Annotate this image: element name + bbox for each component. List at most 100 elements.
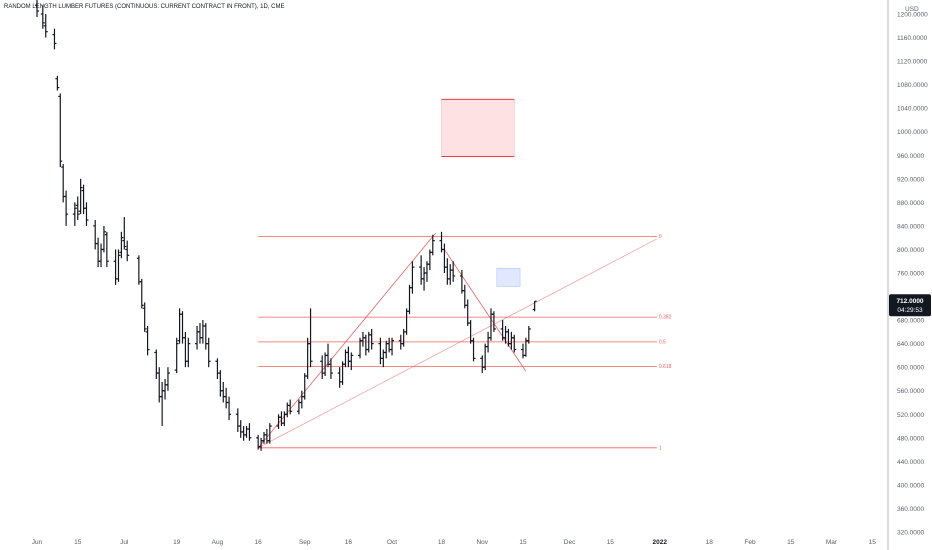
ohlc-bar: [227, 396, 232, 421]
y-tick-label: 320.0000: [897, 530, 924, 537]
price-unit-label: USD: [905, 6, 919, 13]
y-tick-label: 760.0000: [897, 271, 924, 278]
x-tick-label: Jul: [120, 539, 129, 546]
ohlc-bar: [267, 423, 272, 444]
ohlc-bar: [160, 381, 165, 427]
ohlc-bar: [442, 243, 447, 273]
y-tick-label: 1160.0000: [897, 35, 928, 42]
ohlc-bar: [465, 299, 470, 326]
ohlc-bars-layer: [35, 0, 537, 451]
ohlc-bar: [104, 231, 109, 268]
ohlc-bar: [488, 308, 493, 341]
ohlc-bar: [285, 402, 290, 418]
ohlc-bar: [503, 325, 508, 344]
x-tick-label: 16: [255, 539, 263, 546]
x-axis[interactable]: Jun 15 Jul 19 Aug 16 Sep 16 Oct 18 Nov 15 Dec 15 2022 1…: [32, 539, 876, 546]
x-tick-label: 15: [74, 539, 82, 546]
ohlc-bar: [451, 261, 456, 282]
ohlc-bar: [346, 346, 351, 368]
ohlc-bar: [363, 334, 368, 356]
x-tick-label: 18: [438, 539, 446, 546]
ohlc-bar: [480, 355, 485, 374]
ohlc-bar: [75, 196, 80, 221]
ohlc-bar: [43, 14, 48, 38]
trend-line[interactable]: [258, 238, 658, 449]
ohlc-bar: [407, 284, 412, 315]
ohlc-bar: [195, 325, 200, 350]
ohlc-bar: [360, 331, 365, 347]
y-tick-label: 560.0000: [897, 388, 924, 395]
ohlc-bar: [101, 225, 106, 253]
ohlc-bar: [512, 334, 517, 353]
red-zone[interactable]: [441, 99, 515, 157]
ohlc-bar: [142, 302, 147, 332]
y-tick-label: 1040.0000: [897, 106, 928, 113]
ohlc-bar: [221, 381, 226, 403]
x-tick-label: 15: [519, 539, 527, 546]
y-tick-label: 520.0000: [897, 412, 924, 419]
ohlc-bar: [337, 367, 342, 388]
x-tick-label: Feb: [744, 539, 756, 546]
ohlc-bar: [84, 202, 89, 226]
ohlc-bar: [93, 220, 98, 250]
ohlc-bar: [96, 237, 101, 268]
x-tick-label: 19: [173, 539, 181, 546]
y-tick-label: 960.0000: [897, 153, 924, 160]
x-tick-label: Aug: [212, 539, 224, 546]
ohlc-bar: [445, 258, 450, 285]
ohlc-bar: [81, 184, 86, 215]
y-tick-label: 1120.0000: [897, 59, 928, 66]
trend-line[interactable]: [444, 249, 527, 372]
last-price-badge: 712.0000 04:29:53: [889, 294, 931, 317]
x-tick-label: 18: [706, 539, 714, 546]
chart-title: RANDOM LENGTH LUMBER FUTURES (CONTINUOUS…: [4, 4, 285, 10]
ohlc-bar: [430, 234, 435, 256]
ohlc-bar: [247, 423, 252, 441]
ohlc-bar: [186, 337, 191, 368]
ohlc-bar: [116, 249, 121, 282]
ohlc-bar: [320, 355, 325, 379]
x-tick-label: Jun: [32, 539, 43, 546]
y-tick-label: 840.0000: [897, 223, 924, 230]
trend-lines-layer[interactable]: [257, 232, 658, 449]
bar-countdown: 04:29:53: [897, 307, 923, 314]
ohlc-bar: [296, 399, 301, 415]
x-tick-label: Oct: [387, 539, 397, 546]
y-tick-label: 480.0000: [897, 435, 924, 442]
ohlc-bar: [471, 337, 476, 362]
ohlc-bar: [174, 337, 179, 374]
ohlc-bar: [78, 178, 83, 215]
ohlc-bar: [197, 323, 202, 344]
ohlc-bar: [349, 352, 354, 371]
y-axis[interactable]: 1200.0000 1160.0000 1120.0000 1080.0000 1040…: [897, 12, 928, 537]
ohlc-bar: [200, 320, 205, 344]
last-price-badge-box: [889, 294, 931, 317]
fib-level-label: 0: [659, 234, 662, 240]
y-tick-label: 1200.0000: [897, 12, 928, 19]
ohlc-bar: [215, 358, 220, 379]
ohlc-bar: [410, 261, 415, 294]
fib-retracement[interactable]: 0 0.382 0.5 0.618 1: [258, 234, 672, 451]
ohlc-bar: [52, 28, 57, 50]
last-price-value: 712.0000: [896, 298, 923, 305]
fib-level-label: 0.5: [659, 339, 666, 345]
ohlc-bar: [99, 243, 104, 268]
ohlc-bar: [122, 217, 127, 250]
fib-level-label: 1: [659, 445, 662, 451]
blue-zone[interactable]: [496, 268, 521, 287]
y-tick-label: 640.0000: [897, 341, 924, 348]
x-tick-label: Mar: [826, 539, 838, 546]
x-tick-label: Nov: [476, 539, 488, 546]
ohlc-bar: [203, 323, 208, 350]
ohlc-bar: [145, 325, 150, 356]
ohlc-bar: [72, 202, 77, 226]
ohlc-bar: [154, 349, 159, 379]
ohlc-bar: [404, 308, 409, 335]
ohlc-bar: [419, 255, 424, 285]
x-tick-label: 15: [869, 539, 877, 546]
y-tick-label: 800.0000: [897, 247, 924, 254]
ohlc-bar: [387, 337, 392, 353]
ohlc-bar: [64, 190, 69, 226]
y-tick-label: 360.0000: [897, 506, 924, 513]
